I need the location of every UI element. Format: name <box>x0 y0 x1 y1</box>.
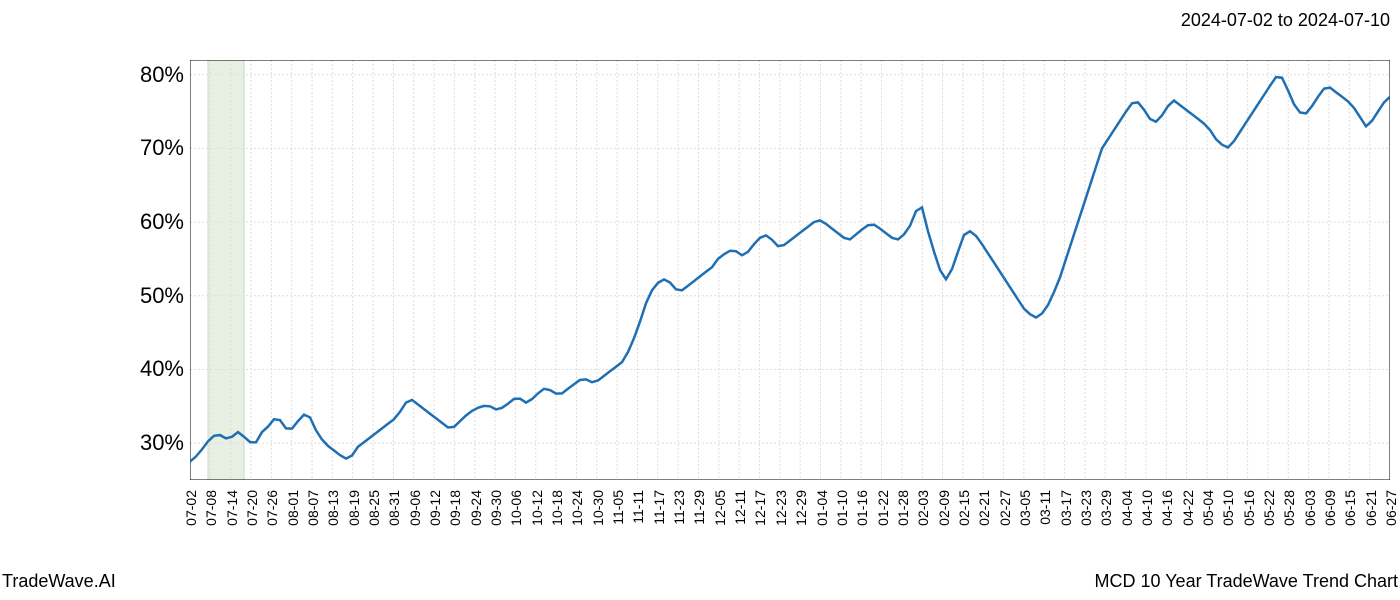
x-tick-label: 05-16 <box>1241 490 1257 526</box>
x-tick-label: 08-19 <box>346 490 362 526</box>
x-tick-label: 03-23 <box>1078 490 1094 526</box>
x-tick-label: 04-10 <box>1139 490 1155 526</box>
x-tick-label: 03-17 <box>1058 490 1074 526</box>
x-tick-label: 04-16 <box>1159 490 1175 526</box>
x-tick-label: 09-06 <box>407 490 423 526</box>
date-range-label: 2024-07-02 to 2024-07-10 <box>1181 10 1390 31</box>
x-tick-label: 02-21 <box>976 490 992 526</box>
x-tick-label: 05-10 <box>1220 490 1236 526</box>
x-tick-label: 02-09 <box>936 490 952 526</box>
x-tick-label: 10-24 <box>569 490 585 526</box>
footer-brand: TradeWave.AI <box>2 571 116 592</box>
x-tick-label: 03-11 <box>1037 490 1053 525</box>
x-tick-label: 08-13 <box>325 490 341 526</box>
x-tick-label: 11-17 <box>651 490 667 525</box>
x-tick-label: 10-06 <box>508 490 524 526</box>
x-tick-label: 12-05 <box>712 490 728 526</box>
x-tick-label: 11-11 <box>630 490 646 524</box>
x-tick-label: 08-31 <box>386 490 402 526</box>
x-tick-label: 01-16 <box>854 490 870 526</box>
x-tick-label: 05-04 <box>1200 490 1216 526</box>
y-tick-label: 40% <box>140 356 184 382</box>
x-tick-label: 08-07 <box>305 490 321 526</box>
x-tick-label: 07-08 <box>203 490 219 526</box>
x-tick-label: 06-27 <box>1383 490 1399 526</box>
x-tick-label: 03-29 <box>1098 490 1114 526</box>
x-tick-label: 01-28 <box>895 490 911 526</box>
x-tick-label: 11-23 <box>671 490 687 525</box>
x-tick-label: 05-22 <box>1261 490 1277 526</box>
x-tick-label: 04-04 <box>1119 490 1135 526</box>
x-tick-label: 05-28 <box>1281 490 1297 526</box>
x-tick-label: 08-01 <box>285 490 301 526</box>
x-tick-label: 06-15 <box>1342 490 1358 526</box>
x-tick-label: 12-29 <box>793 490 809 526</box>
x-tick-label: 10-18 <box>549 490 565 526</box>
y-tick-label: 70% <box>140 135 184 161</box>
x-tick-label: 09-24 <box>468 490 484 526</box>
y-tick-label: 80% <box>140 62 184 88</box>
x-tick-label: 07-26 <box>264 490 280 526</box>
x-tick-label: 08-25 <box>366 490 382 526</box>
x-tick-label: 11-05 <box>610 490 626 525</box>
x-tick-label: 06-09 <box>1322 490 1338 526</box>
x-tick-label: 01-04 <box>814 490 830 526</box>
x-tick-label: 01-10 <box>834 490 850 526</box>
x-tick-label: 09-30 <box>488 490 504 526</box>
x-tick-label: 09-12 <box>427 490 443 526</box>
x-tick-label: 09-18 <box>447 490 463 526</box>
trend-chart <box>190 60 1390 480</box>
y-tick-label: 30% <box>140 430 184 456</box>
x-tick-label: 06-03 <box>1302 490 1318 526</box>
x-tick-label: 04-22 <box>1180 490 1196 526</box>
x-tick-label: 12-23 <box>773 490 789 526</box>
x-tick-label: 01-22 <box>875 490 891 526</box>
x-tick-label: 11-29 <box>691 490 707 525</box>
y-tick-label: 50% <box>140 283 184 309</box>
footer-chart-title: MCD 10 Year TradeWave Trend Chart <box>1095 571 1398 592</box>
x-tick-label: 02-03 <box>915 490 931 526</box>
x-tick-label: 10-12 <box>529 490 545 526</box>
x-tick-label: 06-21 <box>1363 490 1379 526</box>
x-tick-label: 12-11 <box>732 490 748 525</box>
chart-svg <box>190 60 1390 480</box>
x-tick-label: 12-17 <box>752 490 768 526</box>
x-tick-label: 02-27 <box>997 490 1013 526</box>
x-tick-label: 07-02 <box>183 490 199 526</box>
x-tick-label: 07-14 <box>224 490 240 526</box>
x-tick-label: 02-15 <box>956 490 972 526</box>
x-tick-label: 07-20 <box>244 490 260 526</box>
y-tick-label: 60% <box>140 209 184 235</box>
x-tick-label: 03-05 <box>1017 490 1033 526</box>
x-tick-label: 10-30 <box>590 490 606 526</box>
